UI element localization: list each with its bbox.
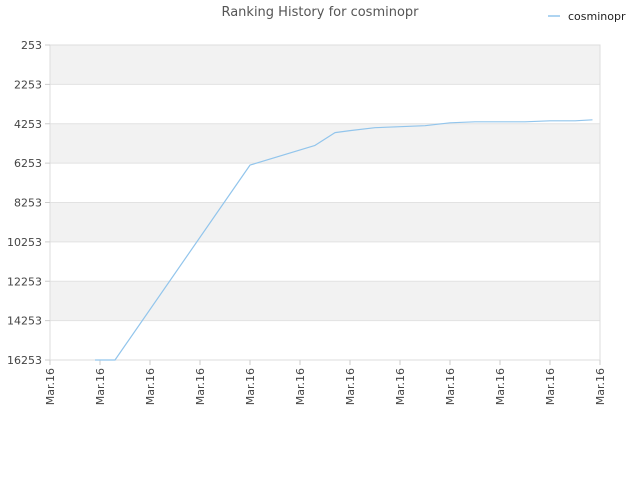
- grid-band: [50, 281, 600, 321]
- series-line-cosminopr: [95, 119, 593, 361]
- legend: cosminopr: [548, 10, 626, 23]
- y-tick-label: 8253: [14, 197, 42, 210]
- y-tick-label: 2253: [14, 78, 42, 91]
- y-tick-label: 10253: [7, 236, 42, 249]
- x-tick-label: Mar.16: [394, 368, 407, 405]
- x-tick-label: Mar.16: [344, 368, 357, 405]
- grid-band: [50, 202, 600, 242]
- y-tick-label: 253: [21, 39, 42, 52]
- grid-band: [50, 123, 600, 164]
- series-layer: [95, 119, 593, 361]
- grid-band: [50, 45, 600, 85]
- x-tick-label: Mar.16: [94, 368, 107, 405]
- y-tick-label: 4253: [14, 118, 42, 131]
- y-tick-label: 6253: [14, 157, 42, 170]
- grid-bands: [50, 45, 600, 321]
- y-tick-label: 16253: [7, 354, 42, 367]
- chart-title: Ranking History for cosminopr: [221, 5, 419, 20]
- y-tick-label: 12253: [7, 275, 42, 288]
- x-tick-label: Mar.16: [544, 368, 557, 405]
- x-tick-label: Mar.16: [144, 368, 157, 405]
- x-tick-label: Mar.16: [444, 368, 457, 405]
- legend-entry-cosminopr[interactable]: cosminopr: [568, 10, 626, 23]
- y-tick-label: 14253: [7, 315, 42, 328]
- x-tick-label: Mar.16: [44, 368, 57, 405]
- x-tick-label: Mar.16: [294, 368, 307, 405]
- x-tick-label: Mar.16: [494, 368, 507, 405]
- x-axis: Mar.16 Mar.16 Mar.16 Mar.16 Mar.16 Mar.16 Mar.…: [44, 360, 607, 405]
- x-tick-label: Mar.16: [194, 368, 207, 405]
- x-tick-label: Mar.16: [594, 368, 607, 405]
- x-tick-label: Mar.16: [244, 368, 257, 405]
- y-axis: 253 2253 4253 6253 8253 10253 12253 14253 16253: [7, 39, 50, 367]
